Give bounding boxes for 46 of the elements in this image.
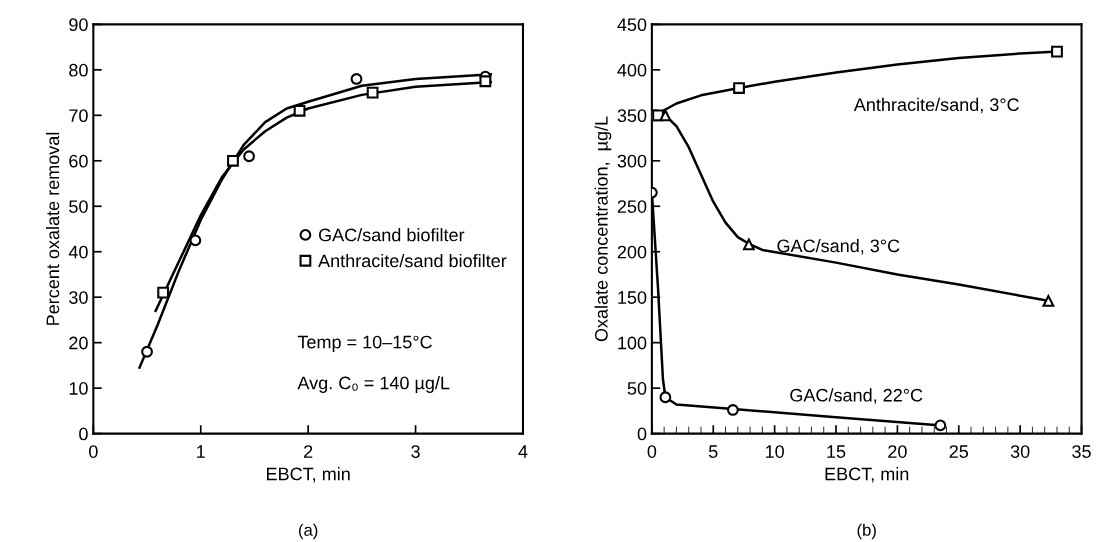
y-tick-label: 60 (69, 154, 88, 168)
x-tick-label: 35 (1072, 445, 1091, 458)
x-tick-label: 25 (949, 445, 969, 458)
x-tick-label: 0 (89, 445, 98, 458)
y-tick-label: 450 (617, 18, 647, 32)
text: (a) (299, 523, 318, 540)
y-tick-label: 0 (79, 427, 88, 441)
y-tick-label: 350 (617, 109, 647, 123)
x-tick-label: 10 (765, 445, 784, 458)
y-axis-title: Percent oxalate removal (46, 132, 60, 325)
x-axis-title: EBCT, min (267, 467, 350, 483)
annotation: Avg. C₀ = 140 µg/L (297, 376, 450, 393)
y-tick-label: 80 (69, 63, 88, 77)
text: (b) (857, 523, 876, 540)
y-tick-label: 300 (617, 154, 647, 168)
series-label: GAC/sand, 3°C (777, 238, 900, 255)
x-tick-label: 5 (708, 445, 718, 458)
text: Anthracite/sand, 3°C (853, 97, 1019, 114)
x-tick-label: 2 (304, 445, 313, 458)
y-tick-label: 90 (69, 18, 88, 32)
x-tick-label: 15 (827, 445, 846, 458)
y-tick-label: 250 (617, 200, 647, 213)
y-tick-label: 10 (69, 382, 88, 395)
legend-label: GAC/sand biofilter (318, 228, 465, 242)
y-tick-label: 20 (69, 336, 88, 350)
x-tick-label: 1 (197, 445, 205, 458)
legend-label: Anthracite/sand biofilter (318, 253, 507, 268)
y-tick-label: 400 (617, 63, 647, 77)
x-axis-title: EBCT, min (825, 467, 909, 483)
x-tick-label: 4 (518, 445, 528, 458)
x-tick-label: 0 (647, 445, 657, 458)
y-tick-label: 100 (618, 336, 647, 350)
x-tick-label: 30 (1010, 445, 1030, 458)
y-tick-label: 40 (68, 245, 88, 259)
y-tick-label: 30 (69, 291, 88, 304)
x-tick-label: 3 (411, 445, 420, 458)
y-tick-label: 0 (637, 427, 647, 441)
y-tick-label: 50 (627, 382, 647, 395)
annotation: Temp = 10–15°C (297, 335, 432, 352)
y-tick-label: 200 (617, 245, 647, 259)
y-tick-label: 70 (69, 109, 88, 123)
x-tick-label: 20 (888, 445, 907, 458)
y-tick-label: 150 (618, 291, 647, 304)
y-tick-label: 50 (69, 200, 88, 213)
series-label: GAC/sand, 22°C (790, 388, 923, 404)
y-axis-title: Oxalate concentration, µg/L (594, 116, 612, 342)
